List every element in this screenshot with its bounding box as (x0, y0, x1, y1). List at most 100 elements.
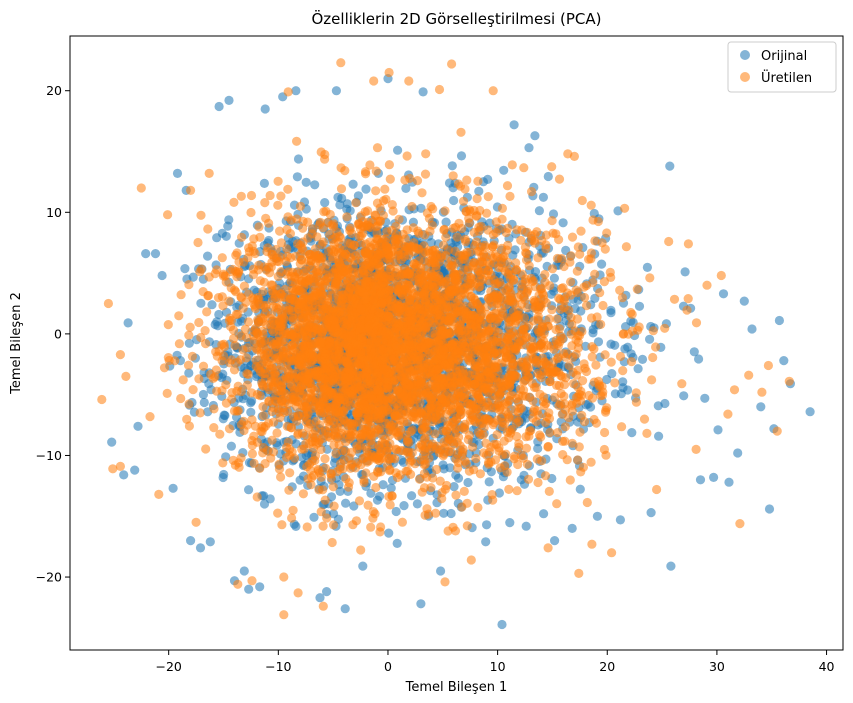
point-orijinal (392, 538, 402, 549)
point-orijinal (747, 324, 757, 334)
point-orijinal (214, 309, 224, 320)
point-orijinal (481, 537, 491, 547)
point-uretilen (610, 378, 620, 388)
point-uretilen (277, 520, 287, 530)
point-uretilen (462, 175, 472, 185)
point-uretilen (460, 184, 470, 194)
point-orijinal (384, 528, 394, 538)
point-orijinal (633, 364, 643, 374)
point-orijinal (301, 177, 311, 187)
point-orijinal (203, 251, 213, 261)
point-uretilen (298, 489, 308, 499)
point-uretilen (451, 454, 461, 464)
point-uretilen (453, 179, 464, 189)
point-uretilen (176, 290, 186, 300)
point-uretilen (575, 249, 585, 259)
point-orijinal (226, 441, 236, 451)
point-orijinal (407, 491, 417, 501)
point-orijinal (606, 308, 616, 318)
point-uretilen (586, 200, 596, 210)
point-uretilen (356, 545, 366, 555)
point-uretilen (246, 190, 257, 201)
point-orijinal (534, 206, 545, 216)
point-uretilen (552, 354, 563, 364)
point-uretilen (365, 160, 375, 170)
point-uretilen (318, 521, 328, 531)
point-orijinal (550, 536, 560, 546)
point-orijinal (378, 480, 388, 490)
point-uretilen (648, 326, 658, 336)
point-uretilen (566, 277, 576, 287)
point-orijinal (322, 587, 332, 597)
point-uretilen (462, 498, 472, 508)
point-uretilen (303, 474, 313, 484)
point-orijinal (439, 508, 449, 518)
point-uretilen (372, 143, 383, 153)
point-orijinal (196, 298, 206, 308)
point-orijinal (401, 183, 411, 193)
point-orijinal (627, 428, 637, 438)
point-uretilen (397, 517, 407, 527)
point-uretilen (513, 459, 523, 470)
point-orijinal (353, 191, 363, 201)
point-uretilen (328, 482, 338, 492)
point-orijinal (341, 498, 351, 508)
point-uretilen (295, 201, 306, 211)
point-orijinal (642, 262, 653, 272)
point-orijinal (524, 143, 534, 153)
point-orijinal (724, 477, 734, 487)
point-uretilen (596, 391, 606, 401)
point-orijinal (218, 472, 228, 483)
point-uretilen (600, 244, 610, 254)
point-uretilen (502, 181, 513, 191)
point-uretilen (577, 195, 587, 206)
point-uretilen (184, 330, 194, 340)
point-uretilen (268, 447, 279, 457)
point-uretilen (242, 380, 252, 390)
point-uretilen (183, 360, 194, 370)
point-uretilen (176, 393, 186, 404)
point-orijinal (212, 317, 222, 327)
point-uretilen (468, 442, 478, 452)
point-orijinal (438, 460, 448, 470)
point-uretilen (528, 396, 538, 406)
point-orijinal (484, 477, 494, 487)
point-orijinal (680, 267, 690, 277)
point-uretilen (460, 234, 470, 244)
point-uretilen (188, 385, 198, 395)
point-uretilen (437, 494, 447, 504)
point-uretilen (288, 505, 298, 515)
point-orijinal (546, 289, 556, 299)
point-uretilen (639, 414, 650, 424)
point-uretilen (196, 210, 206, 220)
point-uretilen (574, 442, 584, 452)
point-orijinal (483, 174, 493, 184)
point-orijinal (694, 354, 704, 364)
point-uretilen (184, 421, 194, 431)
point-uretilen (439, 224, 449, 234)
point-orijinal (393, 145, 403, 155)
point-orijinal (645, 334, 655, 344)
point-orijinal (441, 217, 451, 227)
point-uretilen (201, 444, 211, 454)
point-uretilen (198, 361, 209, 371)
point-uretilen (572, 266, 582, 276)
point-orijinal (549, 273, 560, 283)
point-uretilen (576, 226, 586, 236)
point-uretilen (267, 435, 277, 445)
point-orijinal (446, 508, 456, 519)
point-orijinal (397, 455, 407, 465)
point-orijinal (375, 491, 385, 501)
point-uretilen (276, 238, 286, 248)
point-orijinal (123, 318, 133, 328)
point-orijinal (713, 425, 723, 435)
plot-points-layer (97, 58, 815, 630)
point-uretilen (254, 222, 264, 232)
point-uretilen (320, 495, 330, 505)
point-orijinal (695, 475, 706, 485)
point-uretilen (428, 473, 438, 483)
point-uretilen (178, 375, 188, 385)
point-uretilen (236, 191, 246, 201)
point-orijinal (331, 86, 341, 96)
